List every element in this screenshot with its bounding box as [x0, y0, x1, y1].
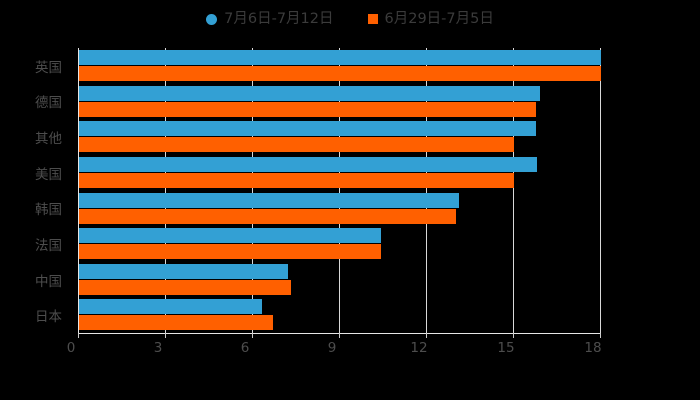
- bar-series1[interactable]: [79, 299, 262, 315]
- x-tick-mark-9: [339, 333, 340, 338]
- category-label-6: 法国: [35, 237, 62, 254]
- category-label-7: 中国: [35, 273, 62, 290]
- bar-series1[interactable]: [79, 263, 288, 279]
- category-label-4: 美国: [35, 166, 62, 183]
- bar-series1[interactable]: [79, 156, 538, 172]
- x-tick-label-6: 6: [240, 340, 250, 356]
- x-tick-label-3: 3: [153, 340, 163, 356]
- category-label-2: 德国: [35, 95, 62, 112]
- category-label-3: 其他: [35, 131, 62, 148]
- x-tick-mark-18: [600, 333, 601, 338]
- legend-label: 7月6日-7月12日: [224, 10, 334, 27]
- category-label-8: 日本: [35, 309, 62, 326]
- x-tick-mark-3: [165, 333, 166, 338]
- legend-entry-1[interactable]: 7月6日-7月12日: [206, 10, 334, 27]
- gridline-18: [600, 48, 601, 333]
- category-label-5: 韩国: [35, 202, 62, 219]
- gridline-6: [252, 48, 253, 333]
- bar-series2[interactable]: [79, 101, 536, 117]
- gridline-3: [165, 48, 166, 333]
- bar-series2[interactable]: [79, 66, 601, 81]
- legend-entry-2[interactable]: 6月29日-7月5日: [367, 10, 494, 27]
- bar-series2[interactable]: [79, 315, 274, 331]
- bar-series1[interactable]: [79, 192, 459, 208]
- x-tick-label-9: 9: [327, 340, 337, 356]
- x-tick-mark-12: [426, 333, 427, 338]
- x-tick-label-12: 12: [410, 340, 428, 356]
- bar-series2[interactable]: [79, 279, 291, 295]
- gridline-9: [339, 48, 340, 333]
- x-tick-mark-15: [513, 333, 514, 338]
- bar-series2[interactable]: [79, 172, 514, 188]
- bar-series2[interactable]: [79, 208, 456, 224]
- plot-area: [78, 48, 601, 333]
- x-tick-label-0: 0: [66, 340, 76, 356]
- x-tick-label-18: 18: [584, 340, 602, 356]
- x-tick-mark-0: [78, 333, 79, 338]
- bar-series2[interactable]: [79, 244, 381, 260]
- bar-series1[interactable]: [79, 85, 541, 101]
- bar-series2[interactable]: [79, 137, 514, 153]
- chart-legend: 7月6日-7月12日 6月29日-7月5日: [0, 8, 700, 30]
- x-tick-mark-6: [252, 333, 253, 338]
- y-axis-category-labels: 英国德国其他美国韩国法国中国日本: [0, 48, 70, 333]
- bar-series1[interactable]: [79, 121, 536, 137]
- gridline-15: [513, 48, 514, 333]
- bar-series1[interactable]: [79, 50, 601, 65]
- gridline-12: [426, 48, 427, 333]
- y-axis-line: [78, 48, 79, 333]
- legend-label: 6月29日-7月5日: [384, 10, 494, 27]
- x-tick-label-15: 15: [497, 340, 515, 356]
- category-label-1: 英国: [35, 59, 62, 76]
- square-marker-icon: [367, 14, 378, 24]
- bar-series1[interactable]: [79, 228, 381, 244]
- circle-marker-icon: [206, 13, 218, 25]
